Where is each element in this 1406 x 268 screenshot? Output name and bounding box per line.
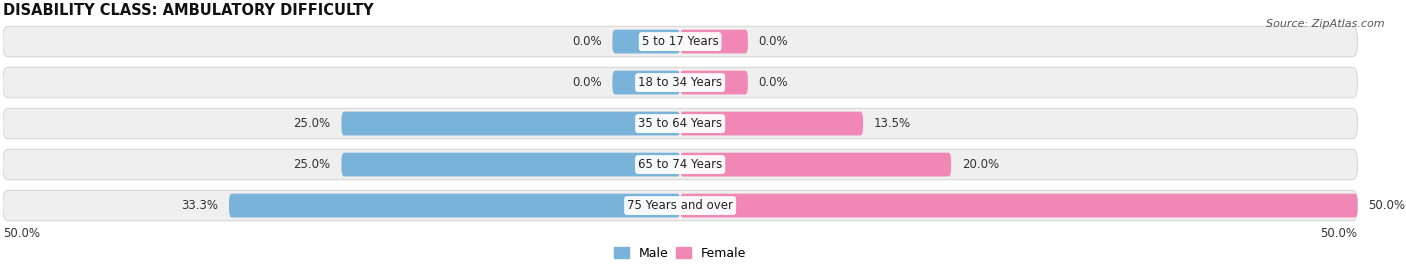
FancyBboxPatch shape xyxy=(3,27,1358,57)
FancyBboxPatch shape xyxy=(342,112,681,135)
Text: 0.0%: 0.0% xyxy=(572,76,602,89)
Text: 35 to 64 Years: 35 to 64 Years xyxy=(638,117,723,130)
FancyBboxPatch shape xyxy=(613,30,681,54)
Text: 0.0%: 0.0% xyxy=(759,76,789,89)
Text: 33.3%: 33.3% xyxy=(181,199,218,212)
Text: 13.5%: 13.5% xyxy=(875,117,911,130)
FancyBboxPatch shape xyxy=(681,194,1358,217)
Text: 50.0%: 50.0% xyxy=(1368,199,1406,212)
Text: 50.0%: 50.0% xyxy=(1320,227,1358,240)
FancyBboxPatch shape xyxy=(681,71,748,94)
Text: 0.0%: 0.0% xyxy=(759,35,789,48)
Text: 75 Years and over: 75 Years and over xyxy=(627,199,733,212)
FancyBboxPatch shape xyxy=(3,68,1358,98)
Text: 65 to 74 Years: 65 to 74 Years xyxy=(638,158,723,171)
Text: 25.0%: 25.0% xyxy=(294,117,330,130)
Text: 25.0%: 25.0% xyxy=(294,158,330,171)
FancyBboxPatch shape xyxy=(229,194,681,217)
FancyBboxPatch shape xyxy=(3,149,1358,180)
FancyBboxPatch shape xyxy=(3,109,1358,139)
Text: Source: ZipAtlas.com: Source: ZipAtlas.com xyxy=(1267,19,1385,29)
FancyBboxPatch shape xyxy=(681,30,748,54)
FancyBboxPatch shape xyxy=(342,153,681,176)
Legend: Male, Female: Male, Female xyxy=(609,242,751,265)
Text: 0.0%: 0.0% xyxy=(572,35,602,48)
FancyBboxPatch shape xyxy=(3,190,1358,221)
Text: 50.0%: 50.0% xyxy=(3,227,39,240)
Text: DISABILITY CLASS: AMBULATORY DIFFICULTY: DISABILITY CLASS: AMBULATORY DIFFICULTY xyxy=(3,3,374,18)
Text: 5 to 17 Years: 5 to 17 Years xyxy=(641,35,718,48)
FancyBboxPatch shape xyxy=(681,153,950,176)
FancyBboxPatch shape xyxy=(613,71,681,94)
Text: 18 to 34 Years: 18 to 34 Years xyxy=(638,76,723,89)
Text: 20.0%: 20.0% xyxy=(962,158,1000,171)
FancyBboxPatch shape xyxy=(681,112,863,135)
